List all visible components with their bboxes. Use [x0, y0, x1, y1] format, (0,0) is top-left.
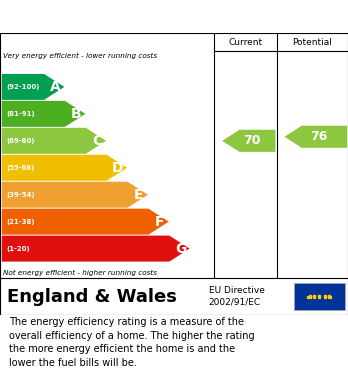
Text: (55-68): (55-68) [6, 165, 34, 171]
Polygon shape [2, 182, 148, 208]
Text: F: F [155, 215, 164, 229]
Text: Current: Current [228, 38, 262, 47]
Text: The energy efficiency rating is a measure of the
overall efficiency of a home. T: The energy efficiency rating is a measur… [9, 317, 254, 368]
Text: (69-80): (69-80) [6, 138, 34, 144]
Text: E: E [134, 188, 143, 202]
Text: 76: 76 [310, 130, 327, 143]
Polygon shape [2, 236, 190, 262]
Polygon shape [2, 128, 106, 154]
FancyBboxPatch shape [294, 283, 345, 310]
Text: EU Directive
2002/91/EC: EU Directive 2002/91/EC [209, 286, 265, 307]
Polygon shape [2, 155, 127, 181]
Text: Very energy efficient - lower running costs: Very energy efficient - lower running co… [3, 53, 158, 59]
Text: (39-54): (39-54) [6, 192, 34, 198]
Text: (1-20): (1-20) [6, 246, 30, 251]
Text: B: B [71, 107, 81, 121]
Text: Energy Efficiency Rating: Energy Efficiency Rating [9, 9, 219, 24]
Text: 70: 70 [243, 134, 260, 147]
Polygon shape [222, 130, 276, 152]
Text: A: A [50, 80, 61, 94]
Text: (81-91): (81-91) [6, 111, 34, 117]
Text: (92-100): (92-100) [6, 84, 39, 90]
Text: C: C [92, 134, 102, 148]
Text: G: G [175, 242, 186, 256]
Text: Not energy efficient - higher running costs: Not energy efficient - higher running co… [3, 269, 158, 276]
Text: D: D [112, 161, 124, 175]
Polygon shape [2, 101, 85, 127]
Text: (21-38): (21-38) [6, 219, 34, 225]
Polygon shape [284, 126, 347, 148]
Text: England & Wales: England & Wales [7, 287, 177, 305]
Polygon shape [2, 74, 64, 100]
Text: Potential: Potential [292, 38, 332, 47]
Polygon shape [2, 209, 169, 235]
